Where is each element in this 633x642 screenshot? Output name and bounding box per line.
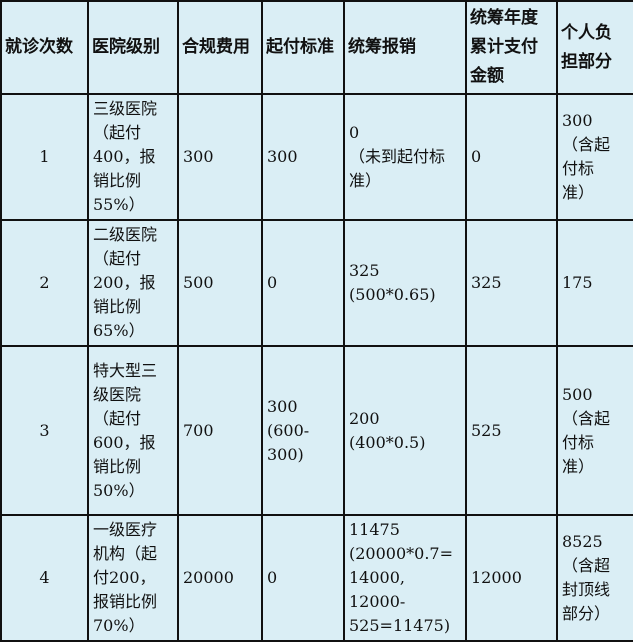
cell-annual-cumulative: 325 — [465, 219, 558, 347]
cell-pooled-reimbursement: 0 （未到起付标 准） — [343, 93, 467, 221]
cell-annual-cumulative: 525 — [465, 345, 558, 516]
cell-visit-number: 1 — [0, 93, 89, 221]
cell-personal-share: 8525 （含超 封顶线 部分） — [556, 514, 633, 642]
header-hospital-level: 医院级别 — [87, 0, 179, 95]
cell-hospital-level: 一级医疗 机构（起 付200， 报销比例 70%） — [87, 514, 179, 642]
table-row: 4 一级医疗 机构（起 付200， 报销比例 70%） 20000 0 1147… — [0, 514, 633, 642]
cell-personal-share: 300 （含起 付标 准） — [556, 93, 633, 221]
table-row: 1 三级医院 （起付 400，报 销比例 55%） 300 300 0 （未到起… — [0, 93, 633, 221]
cell-personal-share: 175 — [556, 219, 633, 347]
cell-hospital-level: 三级医院 （起付 400，报 销比例 55%） — [87, 93, 179, 221]
cell-eligible-cost: 500 — [177, 219, 263, 347]
cell-deductible: 300 (600- 300) — [261, 345, 345, 516]
cell-eligible-cost: 700 — [177, 345, 263, 516]
cell-eligible-cost: 20000 — [177, 514, 263, 642]
cell-visit-number: 2 — [0, 219, 89, 347]
table-row: 3 特大型三 级医院 （起付 600，报 销比例 50%） 700 300 (6… — [0, 345, 633, 516]
cell-hospital-level: 特大型三 级医院 （起付 600，报 销比例 50%） — [87, 345, 179, 516]
header-pooled-reimbursement: 统筹报销 — [343, 0, 467, 95]
header-personal-share: 个人负 担部分 — [556, 0, 633, 95]
cell-deductible: 300 — [261, 93, 345, 221]
cell-visit-number: 3 — [0, 345, 89, 516]
cell-pooled-reimbursement: 200 (400*0.5) — [343, 345, 467, 516]
cell-pooled-reimbursement: 11475 (20000*0.7= 14000, 12000- 525=1147… — [343, 514, 467, 642]
table-header-row: 就诊次数 医院级别 合规费用 起付标准 统筹报销 统筹年度 累计支付 金额 个人… — [0, 0, 633, 95]
table-row: 2 二级医院 （起付 200，报 销比例 65%） 500 0 325 (500… — [0, 219, 633, 347]
cell-deductible: 0 — [261, 219, 345, 347]
cell-annual-cumulative: 0 — [465, 93, 558, 221]
cell-eligible-cost: 300 — [177, 93, 263, 221]
cell-visit-number: 4 — [0, 514, 89, 642]
cell-personal-share: 500 （含起 付标 准） — [556, 345, 633, 516]
cell-hospital-level: 二级医院 （起付 200，报 销比例 65%） — [87, 219, 179, 347]
header-annual-cumulative: 统筹年度 累计支付 金额 — [465, 0, 558, 95]
header-deductible: 起付标准 — [261, 0, 345, 95]
header-visit-number: 就诊次数 — [0, 0, 89, 95]
cell-annual-cumulative: 12000 — [465, 514, 558, 642]
header-eligible-cost: 合规费用 — [177, 0, 263, 95]
cell-pooled-reimbursement: 325 (500*0.65) — [343, 219, 467, 347]
cell-deductible: 0 — [261, 514, 345, 642]
